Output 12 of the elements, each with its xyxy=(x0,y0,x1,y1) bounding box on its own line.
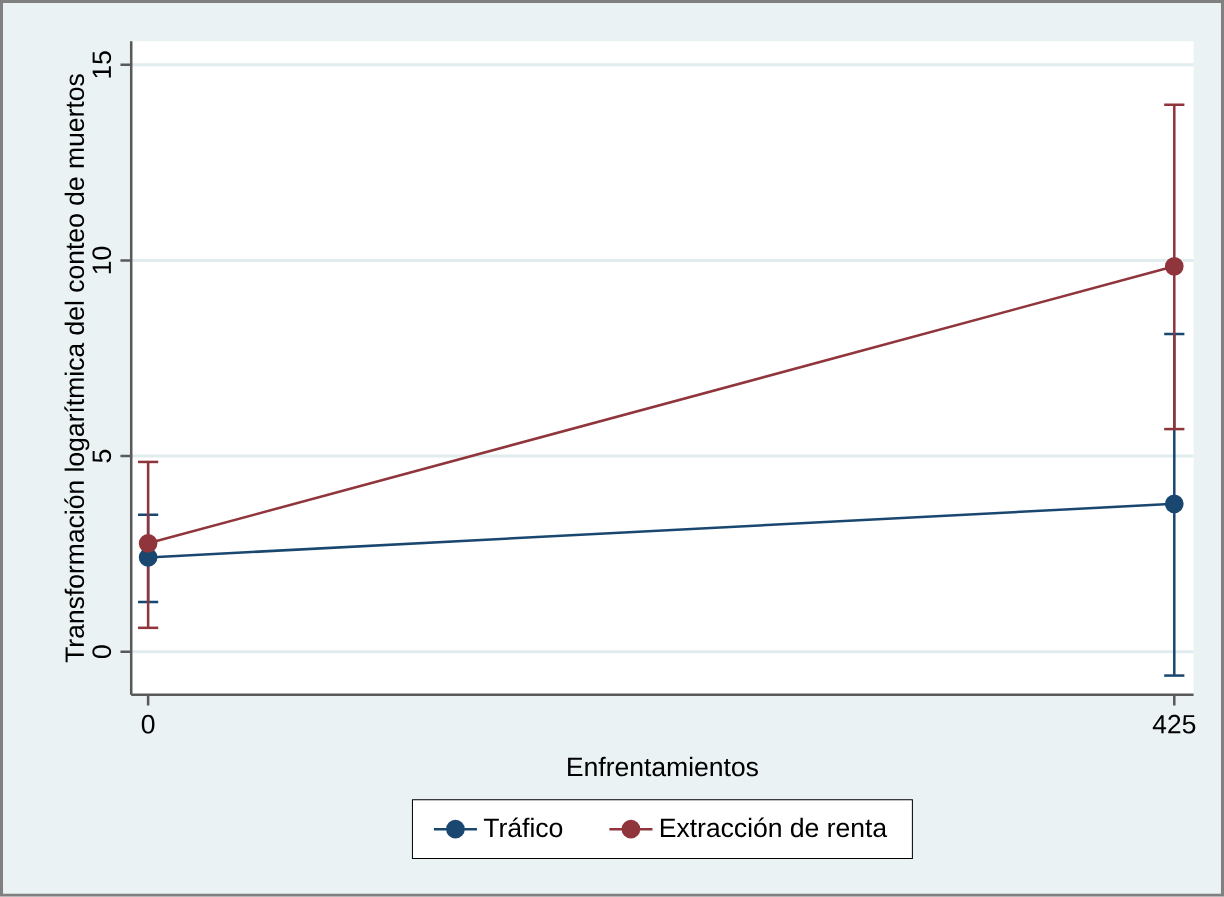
point xyxy=(1164,257,1184,276)
y-axis-title: Transformación logarítmica del conteo de muertos xyxy=(64,74,90,663)
legend-label: Extracción de renta xyxy=(660,817,888,838)
x-axis-title: Enfrentamientos xyxy=(568,756,758,777)
point xyxy=(1164,494,1184,514)
x-tick-label: 425 xyxy=(1152,714,1196,734)
y-tick-label: 15 xyxy=(92,51,112,78)
y-tick-label: 5 xyxy=(92,449,112,463)
point xyxy=(138,534,158,553)
y-tick-label: 0 xyxy=(92,645,112,659)
y-tick-label: 10 xyxy=(92,246,112,274)
legend-label: Tráfico xyxy=(483,817,563,838)
